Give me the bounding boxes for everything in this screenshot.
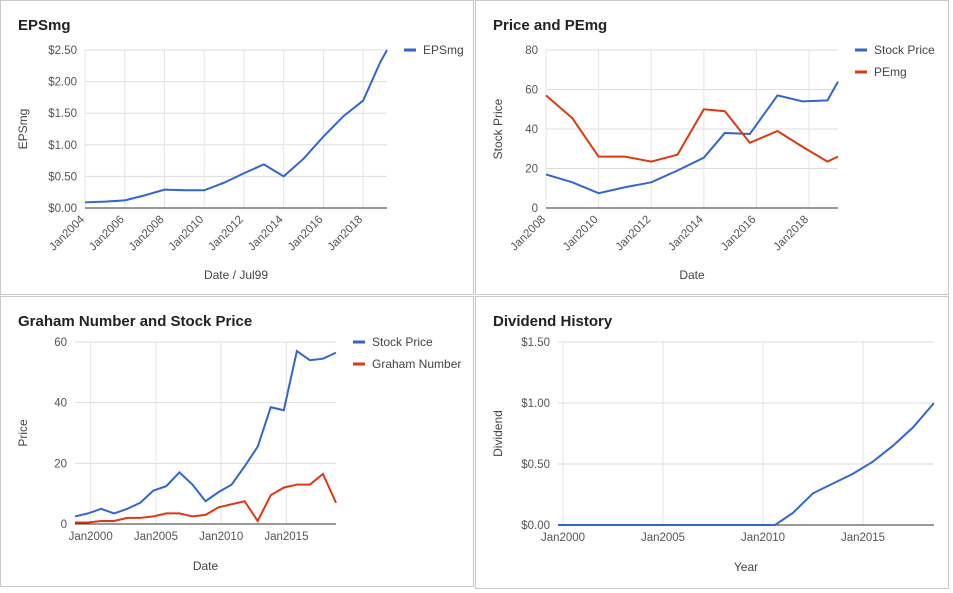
y-tick-label: 40 <box>525 124 538 136</box>
y-axis-label: Stock Price <box>491 98 505 159</box>
legend-label: Graham Number <box>372 357 461 371</box>
y-tick-label: 40 <box>54 398 67 410</box>
x-tick-label: Jan2012 <box>614 214 654 254</box>
y-tick-label: 60 <box>54 337 67 349</box>
y-axis-label: EPSmg <box>16 109 30 150</box>
chart-title: Price and PEmg <box>493 17 607 34</box>
y-tick-label: $0.50 <box>521 459 550 471</box>
x-tick-label: Jan2008 <box>508 214 548 254</box>
chart-title: EPSmg <box>18 17 71 34</box>
x-axis-label: Year <box>734 560 758 574</box>
x-tick-label: Jan2012 <box>206 214 246 254</box>
x-tick-label: Jan2004 <box>47 213 87 253</box>
series-line <box>74 349 337 518</box>
chart: Price and PEmg 0 20 40 60 80 Jan2008 Jan2010 Jan… <box>491 17 935 282</box>
x-tick-label: Jan2016 <box>286 214 326 254</box>
y-tick-label: 0 <box>61 519 67 531</box>
y-axis-label: Dividend <box>491 410 505 457</box>
y-tick-label: $1.50 <box>521 337 550 349</box>
x-tick-label: Jan2010 <box>199 531 243 543</box>
x-tick-label: Jan2016 <box>719 214 759 254</box>
y-tick-label: $1.00 <box>521 398 550 410</box>
y-tick-label: 0 <box>532 203 538 215</box>
y-tick-label: 20 <box>525 164 538 176</box>
x-axis-label: Date <box>679 268 705 282</box>
series-line <box>545 81 839 195</box>
x-tick-label: Jan2018 <box>771 214 811 254</box>
y-tick-label: $1.50 <box>48 108 77 120</box>
chart-title: Dividend History <box>493 313 613 330</box>
y-tick-label: 80 <box>525 45 538 57</box>
x-tick-label: Jan2000 <box>541 532 585 544</box>
series-line <box>84 49 388 204</box>
x-tick-label: Jan2005 <box>641 532 685 544</box>
chart: EPSmg $0.00 $0.50 $1.00 $1.50 $2.00 $2.50 Jan20… <box>16 17 464 282</box>
x-tick-label: Jan2018 <box>326 214 366 254</box>
y-tick-label: $2.50 <box>48 45 77 57</box>
y-tick-label: 20 <box>54 458 67 470</box>
y-tick-label: 60 <box>525 85 538 97</box>
x-tick-label: Jan2005 <box>134 531 178 543</box>
x-axis-label: Date <box>193 559 219 573</box>
legend-label: Stock Price <box>372 335 433 349</box>
series-line <box>558 402 935 526</box>
legend-label: EPSmg <box>423 43 464 57</box>
x-tick-label: Jan2006 <box>87 214 127 254</box>
chart-panel: Dividend History $0.00 $0.50 $1.00 $1.50 Jan2… <box>475 296 949 589</box>
x-tick-label: Jan2015 <box>841 532 885 544</box>
y-tick-label: $2.00 <box>48 77 77 89</box>
x-tick-label: Jan2010 <box>561 214 601 254</box>
x-tick-label: Jan2010 <box>167 214 207 254</box>
y-tick-label: $1.00 <box>48 140 77 152</box>
y-tick-label: $0.00 <box>48 203 77 215</box>
x-tick-label: Jan2015 <box>264 531 308 543</box>
chart-panel: Price and PEmg 0 20 40 60 80 Jan2008 Jan2010 Jan… <box>475 0 949 295</box>
chart-title: Graham Number and Stock Price <box>18 313 252 330</box>
y-axis-label: Price <box>16 419 30 447</box>
x-tick-label: Jan2014 <box>246 213 286 253</box>
legend-label: PEmg <box>874 65 907 79</box>
y-tick-label: $0.50 <box>48 171 77 183</box>
legend-label: Stock Price <box>874 43 935 57</box>
x-tick-label: Jan2010 <box>741 532 785 544</box>
chart: Graham Number and Stock Price 0 20 40 60 Jan2… <box>16 313 461 573</box>
y-tick-label: $0.00 <box>521 520 550 532</box>
x-axis-label: Date / Jul99 <box>204 268 268 282</box>
x-tick-label: Jan2000 <box>69 531 113 543</box>
chart: Dividend History $0.00 $0.50 $1.00 $1.50 Jan2… <box>491 313 935 574</box>
series-line <box>545 94 839 163</box>
chart-panel: EPSmg $0.00 $0.50 $1.00 $1.50 $2.00 $2.50 Jan20… <box>0 0 474 295</box>
series-line <box>75 472 337 524</box>
x-tick-label: Jan2008 <box>127 214 167 254</box>
x-tick-label: Jan2014 <box>666 213 706 253</box>
chart-panel: Graham Number and Stock Price 0 20 40 60 Jan2… <box>0 296 474 587</box>
